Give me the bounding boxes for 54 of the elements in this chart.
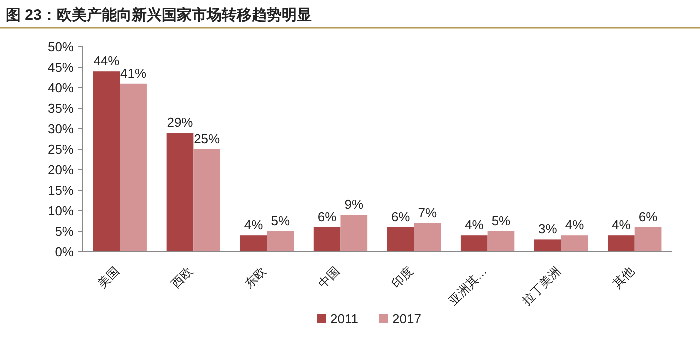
bar xyxy=(460,236,488,252)
x-tick-label: 印度 xyxy=(389,264,416,292)
data-label: 4% xyxy=(464,218,484,233)
data-label: 5% xyxy=(492,214,512,228)
bar xyxy=(608,236,635,252)
legend-label: 2017 xyxy=(392,312,422,327)
chart-title: 图 23：欧美产能向新兴国家市场转移趋势明显 xyxy=(6,6,312,24)
x-tick-label: 拉丁美洲 xyxy=(520,264,564,308)
y-tick-label: 50% xyxy=(48,40,74,55)
data-label: 25% xyxy=(194,132,221,146)
data-label: 41% xyxy=(120,66,147,81)
bar xyxy=(93,72,120,252)
y-tick-label: 25% xyxy=(48,142,74,158)
data-label: 29% xyxy=(167,115,194,130)
data-label: 4% xyxy=(244,218,264,233)
bar xyxy=(634,227,662,252)
data-label: 6% xyxy=(391,209,411,224)
x-tick-label: 东欧 xyxy=(242,264,270,292)
x-tick-label: 西欧 xyxy=(168,264,196,292)
x-tick-label: 美国 xyxy=(95,264,122,292)
y-tick-label: 0% xyxy=(55,244,74,260)
bar xyxy=(166,133,194,252)
bar xyxy=(414,223,442,252)
y-tick-label: 45% xyxy=(48,60,74,76)
x-tick-label: 亚洲其… xyxy=(446,264,490,308)
y-tick-label: 30% xyxy=(48,122,74,137)
y-tick-label: 40% xyxy=(48,80,74,96)
y-tick-label: 15% xyxy=(48,183,74,198)
data-label: 44% xyxy=(94,54,120,69)
bar xyxy=(488,232,515,252)
data-label: 4% xyxy=(612,218,632,233)
x-tick-label: 其他 xyxy=(610,264,637,292)
bar xyxy=(340,215,368,252)
bar xyxy=(120,84,147,252)
data-label: 3% xyxy=(538,222,558,237)
bar xyxy=(561,236,588,252)
data-label: 6% xyxy=(318,209,338,224)
y-tick-label: 10% xyxy=(48,204,74,219)
y-tick-label: 5% xyxy=(55,224,74,240)
data-label: 7% xyxy=(418,205,438,220)
bar xyxy=(534,240,562,252)
bar xyxy=(240,236,268,252)
bar xyxy=(387,227,414,252)
bar xyxy=(267,232,294,252)
bar xyxy=(314,227,341,252)
data-label: 6% xyxy=(638,209,658,224)
data-label: 5% xyxy=(271,214,290,228)
legend-label: 2011 xyxy=(330,312,358,327)
bar xyxy=(194,150,221,252)
y-tick-label: 35% xyxy=(48,101,74,116)
x-tick-label: 中国 xyxy=(316,264,343,292)
data-label: 4% xyxy=(565,218,585,233)
data-label: 9% xyxy=(344,197,364,212)
y-tick-label: 20% xyxy=(48,162,74,178)
